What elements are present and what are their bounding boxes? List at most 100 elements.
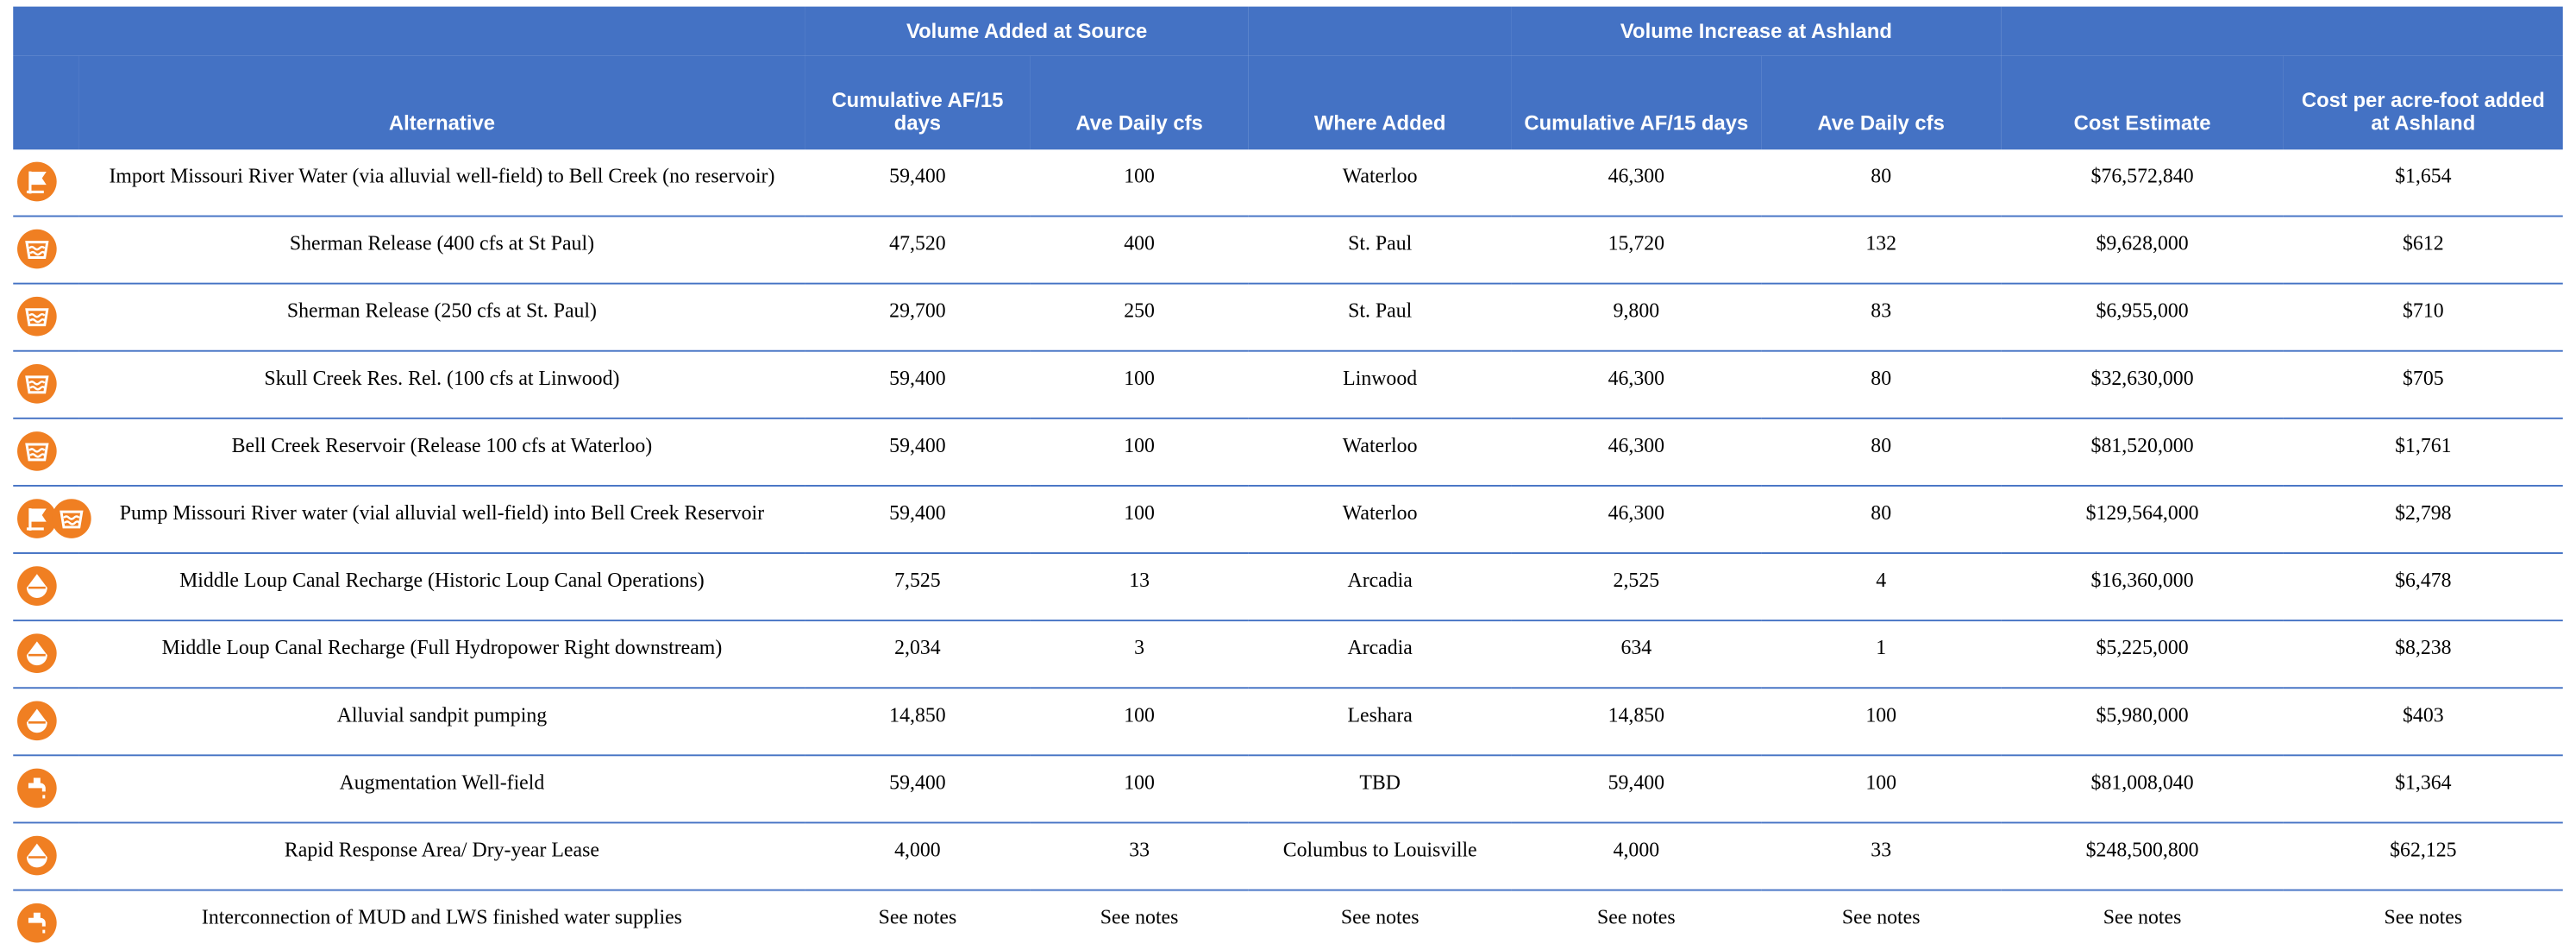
value-cell: 46,300: [1511, 485, 1762, 554]
value-cell: 9,800: [1511, 283, 1762, 352]
icon-cell: [13, 822, 79, 891]
icon: [17, 296, 57, 337]
alternative-cell: Import Missouri River Water (via alluvia…: [78, 149, 805, 217]
value-cell: $5,980,000: [2001, 688, 2284, 757]
column-header: Where Added: [1248, 55, 1512, 150]
icon-cell: [13, 485, 91, 554]
value-cell: See notes: [805, 890, 1031, 950]
value-cell: See notes: [2283, 890, 2563, 950]
value-cell: 14,850: [1511, 688, 1762, 757]
icon-cell: [13, 688, 79, 757]
column-header: Ave Daily cfs: [1761, 55, 2002, 150]
alternative-cell: Middle Loup Canal Recharge (Historic Lou…: [78, 553, 805, 622]
value-cell: See notes: [1030, 890, 1249, 950]
value-cell: $612: [2283, 216, 2563, 285]
value-cell: $1,654: [2283, 149, 2563, 217]
icon: [17, 835, 57, 876]
icon-cell: [13, 755, 79, 824]
alternative-cell: Rapid Response Area/ Dry-year Lease: [78, 822, 805, 891]
icon: [17, 633, 57, 674]
value-cell: 2,525: [1511, 553, 1762, 622]
icon-cell: [13, 553, 79, 622]
alternative-cell: Middle Loup Canal Recharge (Full Hydropo…: [78, 620, 805, 689]
table-row: Alluvial sandpit pumping 14,850 100 Leshara…: [13, 688, 2563, 757]
icon-cell: [13, 620, 79, 689]
value-cell: 132: [1761, 216, 2002, 285]
value-cell: 100: [1030, 688, 1249, 757]
value-cell: 59,400: [1511, 755, 1762, 824]
value-cell: Waterloo: [1248, 485, 1512, 554]
value-cell: Waterloo: [1248, 149, 1512, 217]
value-cell: $248,500,800: [2001, 822, 2284, 891]
value-cell: 47,520: [805, 216, 1031, 285]
alternative-cell: Skull Creek Res. Rel. (100 cfs at Linwoo…: [78, 350, 805, 419]
value-cell: 59,400: [805, 418, 1031, 487]
value-cell: Linwood: [1248, 350, 1512, 419]
value-cell: 7,525: [805, 553, 1031, 622]
group-header: Volume Increase at Ashland: [1511, 6, 2002, 56]
value-cell: See notes: [1248, 890, 1512, 950]
value-cell: St. Paul: [1248, 283, 1512, 352]
value-cell: $710: [2283, 283, 2563, 352]
alternative-cell: Augmentation Well-field: [78, 755, 805, 824]
icon: [17, 229, 57, 269]
value-cell: St. Paul: [1248, 216, 1512, 285]
table-row: Sherman Release (400 cfs at St Paul) 47,5…: [13, 216, 2563, 285]
table-body: Import Missouri River Water (via alluvia…: [13, 149, 2563, 950]
alternative-cell: Bell Creek Reservoir (Release 100 cfs at…: [78, 418, 805, 487]
column-header: Cumulative AF/15 days: [805, 55, 1031, 150]
column-header: Cost Estimate: [2001, 55, 2284, 150]
alternative-cell: Sherman Release (400 cfs at St Paul): [78, 216, 805, 285]
value-cell: 46,300: [1511, 418, 1762, 487]
table-row: Middle Loup Canal Recharge (Historic Lou…: [13, 553, 2563, 622]
value-cell: $6,955,000: [2001, 283, 2284, 352]
value-cell: 59,400: [805, 485, 1031, 554]
value-cell: 100: [1030, 485, 1249, 554]
value-cell: 29,700: [805, 283, 1031, 352]
value-cell: 80: [1761, 149, 2002, 217]
value-cell: $8,238: [2283, 620, 2563, 689]
value-cell: 4,000: [805, 822, 1031, 891]
value-cell: 1: [1761, 620, 2002, 689]
value-cell: 13: [1030, 553, 1249, 622]
value-cell: Arcadia: [1248, 553, 1512, 622]
value-cell: TBD: [1248, 755, 1512, 824]
value-cell: 2,034: [805, 620, 1031, 689]
value-cell: $705: [2283, 350, 2563, 419]
column-header: Alternative: [78, 55, 805, 150]
value-cell: $9,628,000: [2001, 216, 2284, 285]
value-cell: See notes: [1761, 890, 2002, 950]
table-row: Bell Creek Reservoir (Release 100 cfs at…: [13, 418, 2563, 487]
icon: [17, 768, 57, 808]
value-cell: 46,300: [1511, 350, 1762, 419]
value-cell: Columbus to Louisville: [1248, 822, 1512, 891]
alternative-cell: Interconnection of MUD and LWS finished …: [78, 890, 805, 950]
icon: [17, 161, 57, 202]
value-cell: $76,572,840: [2001, 149, 2284, 217]
value-cell: 4,000: [1511, 822, 1762, 891]
header-row: Alternative Cumulative AF/15 days Ave Dail…: [13, 55, 2563, 150]
value-cell: 634: [1511, 620, 1762, 689]
column-header: Ave Daily cfs: [1030, 55, 1249, 150]
table-row: Import Missouri River Water (via alluvia…: [13, 149, 2563, 217]
value-cell: $62,125: [2283, 822, 2563, 891]
value-cell: 100: [1030, 755, 1249, 824]
value-cell: 59,400: [805, 755, 1031, 824]
icon-cell: [13, 283, 79, 352]
alternatives-table: Volume Added at Source Volume Increase a…: [13, 6, 2563, 950]
value-cell: 100: [1761, 755, 2002, 824]
icon: [52, 499, 91, 538]
group-header: Volume Added at Source: [805, 6, 1249, 56]
value-cell: 80: [1761, 350, 2002, 419]
value-cell: 3: [1030, 620, 1249, 689]
icon-cell: [13, 350, 79, 419]
value-cell: $1,761: [2283, 418, 2563, 487]
alternative-cell: Pump Missouri River water (vial alluvial…: [78, 485, 805, 554]
value-cell: $32,630,000: [2001, 350, 2284, 419]
value-cell: Arcadia: [1248, 620, 1512, 689]
value-cell: $16,360,000: [2001, 553, 2284, 622]
value-cell: 4: [1761, 553, 2002, 622]
icon: [17, 431, 57, 471]
value-cell: See notes: [1511, 890, 1762, 950]
